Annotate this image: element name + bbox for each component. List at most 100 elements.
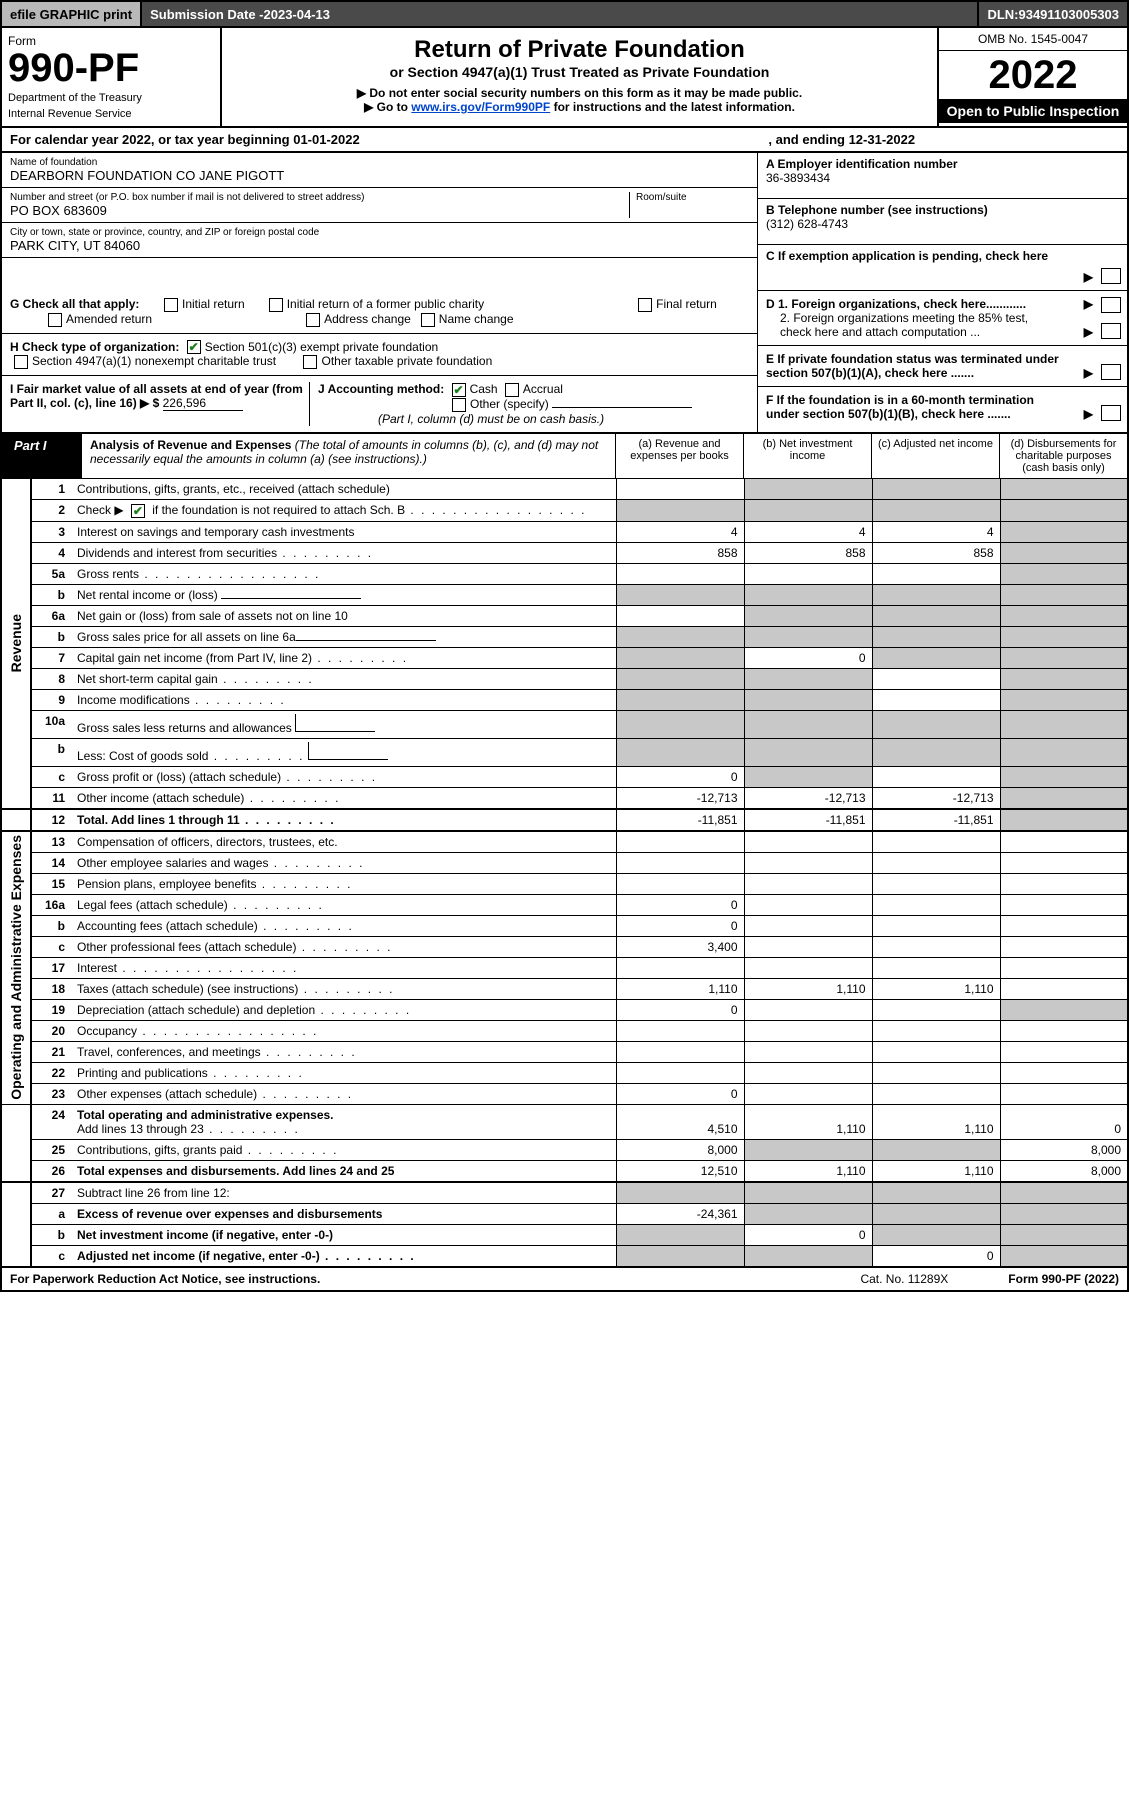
line-number: 10a [31, 710, 71, 738]
line-number: 16a [31, 894, 71, 915]
form-header-left: Form 990-PF Department of the Treasury I… [2, 28, 222, 126]
city-value: PARK CITY, UT 84060 [10, 238, 749, 253]
checkbox-icon[interactable] [48, 313, 62, 327]
line-number: 25 [31, 1139, 71, 1160]
line-number: b [31, 1224, 71, 1245]
table-row: 23 Other expenses (attach schedule) 0 [1, 1083, 1128, 1104]
checkbox-icon[interactable] [14, 355, 28, 369]
line-number: a [31, 1203, 71, 1224]
line-number: 22 [31, 1062, 71, 1083]
part1-tag: Part I [2, 434, 82, 478]
line-number: 11 [31, 787, 71, 809]
checkbox-icon[interactable] [269, 298, 283, 312]
dln-label: DLN: [987, 7, 1018, 22]
checkbox-icon[interactable] [638, 298, 652, 312]
checkbox-icon[interactable] [421, 313, 435, 327]
line-label: Interest on savings and temporary cash i… [71, 521, 616, 542]
cell-value: 858 [744, 542, 872, 563]
line-label: Other professional fees (attach schedule… [71, 936, 616, 957]
line-label: Other expenses (attach schedule) [71, 1083, 616, 1104]
line-number: 3 [31, 521, 71, 542]
expenses-side-label: Operating and Administrative Expenses [1, 831, 31, 1105]
table-row: c Other professional fees (attach schedu… [1, 936, 1128, 957]
irs-label: Internal Revenue Service [8, 108, 214, 120]
checkbox-icon[interactable] [505, 383, 519, 397]
line-label: Travel, conferences, and meetings [71, 1041, 616, 1062]
line-label: Interest [71, 957, 616, 978]
cell-value: 8,000 [1000, 1139, 1128, 1160]
d2-checkbox[interactable] [1101, 323, 1121, 339]
table-row: c Adjusted net income (if negative, ente… [1, 1245, 1128, 1266]
table-row: 16a Legal fees (attach schedule) 0 [1, 894, 1128, 915]
entity-info-right: A Employer identification number 36-3893… [757, 153, 1127, 291]
line-number: 23 [31, 1083, 71, 1104]
checks-section: G Check all that apply: Initial return I… [0, 291, 1129, 434]
table-row: a Excess of revenue over expenses and di… [1, 1203, 1128, 1224]
cell-value: -12,713 [872, 787, 1000, 809]
telephone-label: B Telephone number (see instructions) [766, 203, 1119, 217]
line-label: Contributions, gifts, grants paid [71, 1139, 616, 1160]
telephone-cell: B Telephone number (see instructions) (3… [758, 199, 1127, 245]
d2-label: 2. Foreign organizations meeting the 85%… [780, 311, 1060, 339]
table-row: 7 Capital gain net income (from Part IV,… [1, 647, 1128, 668]
cell-value: 0 [616, 1083, 744, 1104]
checkbox-icon[interactable]: ✔ [452, 383, 466, 397]
table-row: 12 Total. Add lines 1 through 11 -11,851… [1, 809, 1128, 831]
line-label: Contributions, gifts, grants, etc., rece… [71, 479, 616, 500]
j-cell: J Accounting method: ✔Cash Accrual Other… [310, 382, 749, 426]
j-opt-accrual: Accrual [501, 382, 563, 396]
exemption-pending-checkbox[interactable] [1101, 268, 1121, 284]
arrow-icon: ▶ [1084, 366, 1093, 380]
checkbox-icon[interactable]: ✔ [131, 504, 145, 518]
form-subtitle: or Section 4947(a)(1) Trust Treated as P… [230, 64, 929, 80]
cell-value: -11,851 [744, 809, 872, 831]
line-label: Income modifications [71, 689, 616, 710]
room-suite-label: Room/suite [636, 192, 749, 203]
cell-value: 1,110 [872, 978, 1000, 999]
line-label: Net rental income or (loss) [71, 584, 616, 605]
f-label: F If the foundation is in a 60-month ter… [766, 393, 1066, 421]
d1-checkbox[interactable] [1101, 297, 1121, 313]
city-cell: City or town, state or province, country… [2, 223, 757, 258]
cell-value: 3,400 [616, 936, 744, 957]
line-label: Pension plans, employee benefits [71, 873, 616, 894]
cell-value: 0 [616, 894, 744, 915]
part1-table: Revenue 1 Contributions, gifts, grants, … [0, 479, 1129, 1267]
top-bar: efile GRAPHIC print Submission Date - 20… [0, 0, 1129, 28]
checkbox-icon[interactable]: ✔ [187, 340, 201, 354]
g-opt-initial: Initial return [160, 297, 245, 312]
ein-value: 36-3893434 [766, 171, 1119, 185]
checks-left: G Check all that apply: Initial return I… [2, 291, 757, 432]
line-number: 9 [31, 689, 71, 710]
h-row: H Check type of organization: ✔Section 5… [2, 334, 757, 377]
d-cell: D 1. Foreign organizations, check here..… [758, 291, 1127, 346]
entity-info: Name of foundation DEARBORN FOUNDATION C… [0, 153, 1129, 291]
line-label: Occupancy [71, 1020, 616, 1041]
checkbox-icon[interactable] [306, 313, 320, 327]
cell-value: 858 [616, 542, 744, 563]
line-number: c [31, 766, 71, 787]
checkbox-icon[interactable] [164, 298, 178, 312]
cell-value: 1,110 [872, 1104, 1000, 1139]
line-label: Total operating and administrative expen… [71, 1104, 616, 1139]
cell-value: 0 [616, 999, 744, 1020]
part1-header: Part I Analysis of Revenue and Expenses … [0, 434, 1129, 479]
table-row: 17 Interest [1, 957, 1128, 978]
cell-value: -12,713 [744, 787, 872, 809]
irs-link[interactable]: www.irs.gov/Form990PF [411, 100, 550, 114]
line-label: Compensation of officers, directors, tru… [71, 831, 616, 853]
line-label: Other employee salaries and wages [71, 852, 616, 873]
table-row: b Net investment income (if negative, en… [1, 1224, 1128, 1245]
e-checkbox[interactable] [1101, 364, 1121, 380]
cell-value: 858 [872, 542, 1000, 563]
cell-value: 0 [872, 1245, 1000, 1266]
checkbox-icon[interactable] [303, 355, 317, 369]
line-number: 21 [31, 1041, 71, 1062]
footer: For Paperwork Reduction Act Notice, see … [0, 1267, 1129, 1292]
table-row: 25 Contributions, gifts, grants paid 8,0… [1, 1139, 1128, 1160]
line-number: 4 [31, 542, 71, 563]
f-checkbox[interactable] [1101, 405, 1121, 421]
line-label: Adjusted net income (if negative, enter … [71, 1245, 616, 1266]
line-label: Net short-term capital gain [71, 668, 616, 689]
checkbox-icon[interactable] [452, 398, 466, 412]
